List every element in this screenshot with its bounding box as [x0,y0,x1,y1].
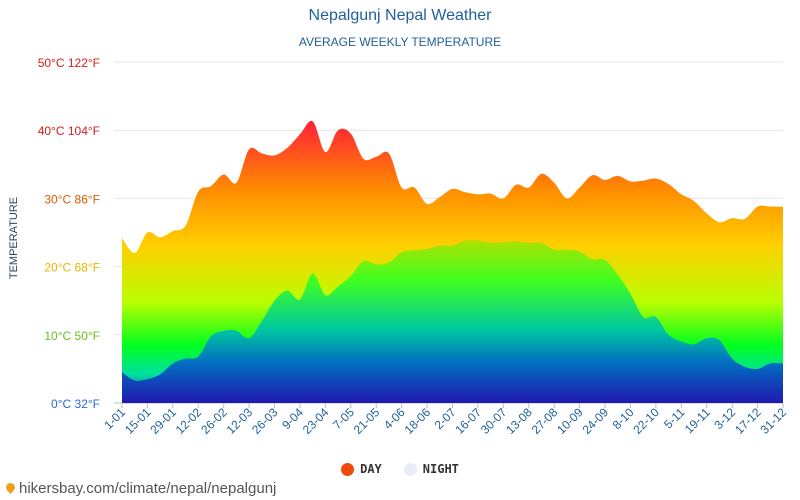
series-night-area [122,240,783,403]
x-tick-label: 31-12 [758,405,790,437]
x-tick-label: 18-06 [402,405,434,437]
x-tick-label: 15-01 [122,405,154,437]
watermark[interactable]: hikersbay.com/climate/nepal/nepalgunj [4,480,277,497]
x-tick-label: 16-07 [452,405,484,437]
x-tick-label: 30-07 [478,405,510,437]
legend-dot-day-icon [341,462,355,476]
x-tick-label: 21-05 [351,405,383,437]
x-tick-label: 17-12 [732,405,764,437]
x-tick-label: 12-02 [173,405,205,437]
x-tick-label: 23-04 [300,405,332,437]
legend-item-night[interactable]: NIGHT [403,462,459,476]
chart-subtitle: AVERAGE WEEKLY TEMPERATURE [298,35,502,49]
legend-label-night: NIGHT [422,462,459,476]
y-tick-label: 40°C 104°F [38,124,100,138]
y-tick-label: 30°C 86°F [44,192,100,206]
x-tick-label: 27-08 [529,405,561,437]
legend-item-day[interactable]: DAY [341,462,382,476]
x-tick-label: 29-01 [147,405,179,437]
y-tick-label: 50°C 122°F [38,56,100,70]
x-tick-label: 13-08 [503,405,535,437]
y-tick-label: 0°C 32°F [51,397,100,411]
x-tick-label: 22-10 [630,405,662,437]
temperature-chart: 0°C 32°F 10°C 50°F 20°C 68°F 30°C 86°F 40°C … [38,56,790,437]
legend: DAY NIGHT [0,462,800,476]
x-tick-label: 10-09 [554,405,586,437]
x-tick-label: 24-09 [580,405,612,437]
x-tick-label: 26-02 [198,405,230,437]
x-tick-label: 26-03 [249,405,281,437]
y-tick-label: 10°C 50°F [44,329,100,343]
x-tick-label: 12-03 [224,405,256,437]
legend-label-day: DAY [360,462,382,476]
watermark-text: hikersbay.com/climate/nepal/nepalgunj [19,480,277,497]
chart-title: Nepalgunj Nepal Weather [308,7,492,24]
y-tick-label: 20°C 68°F [44,261,100,275]
legend-dot-night-icon [403,462,417,476]
location-pin-icon [4,481,17,494]
x-tick-label: 19-11 [682,405,713,436]
